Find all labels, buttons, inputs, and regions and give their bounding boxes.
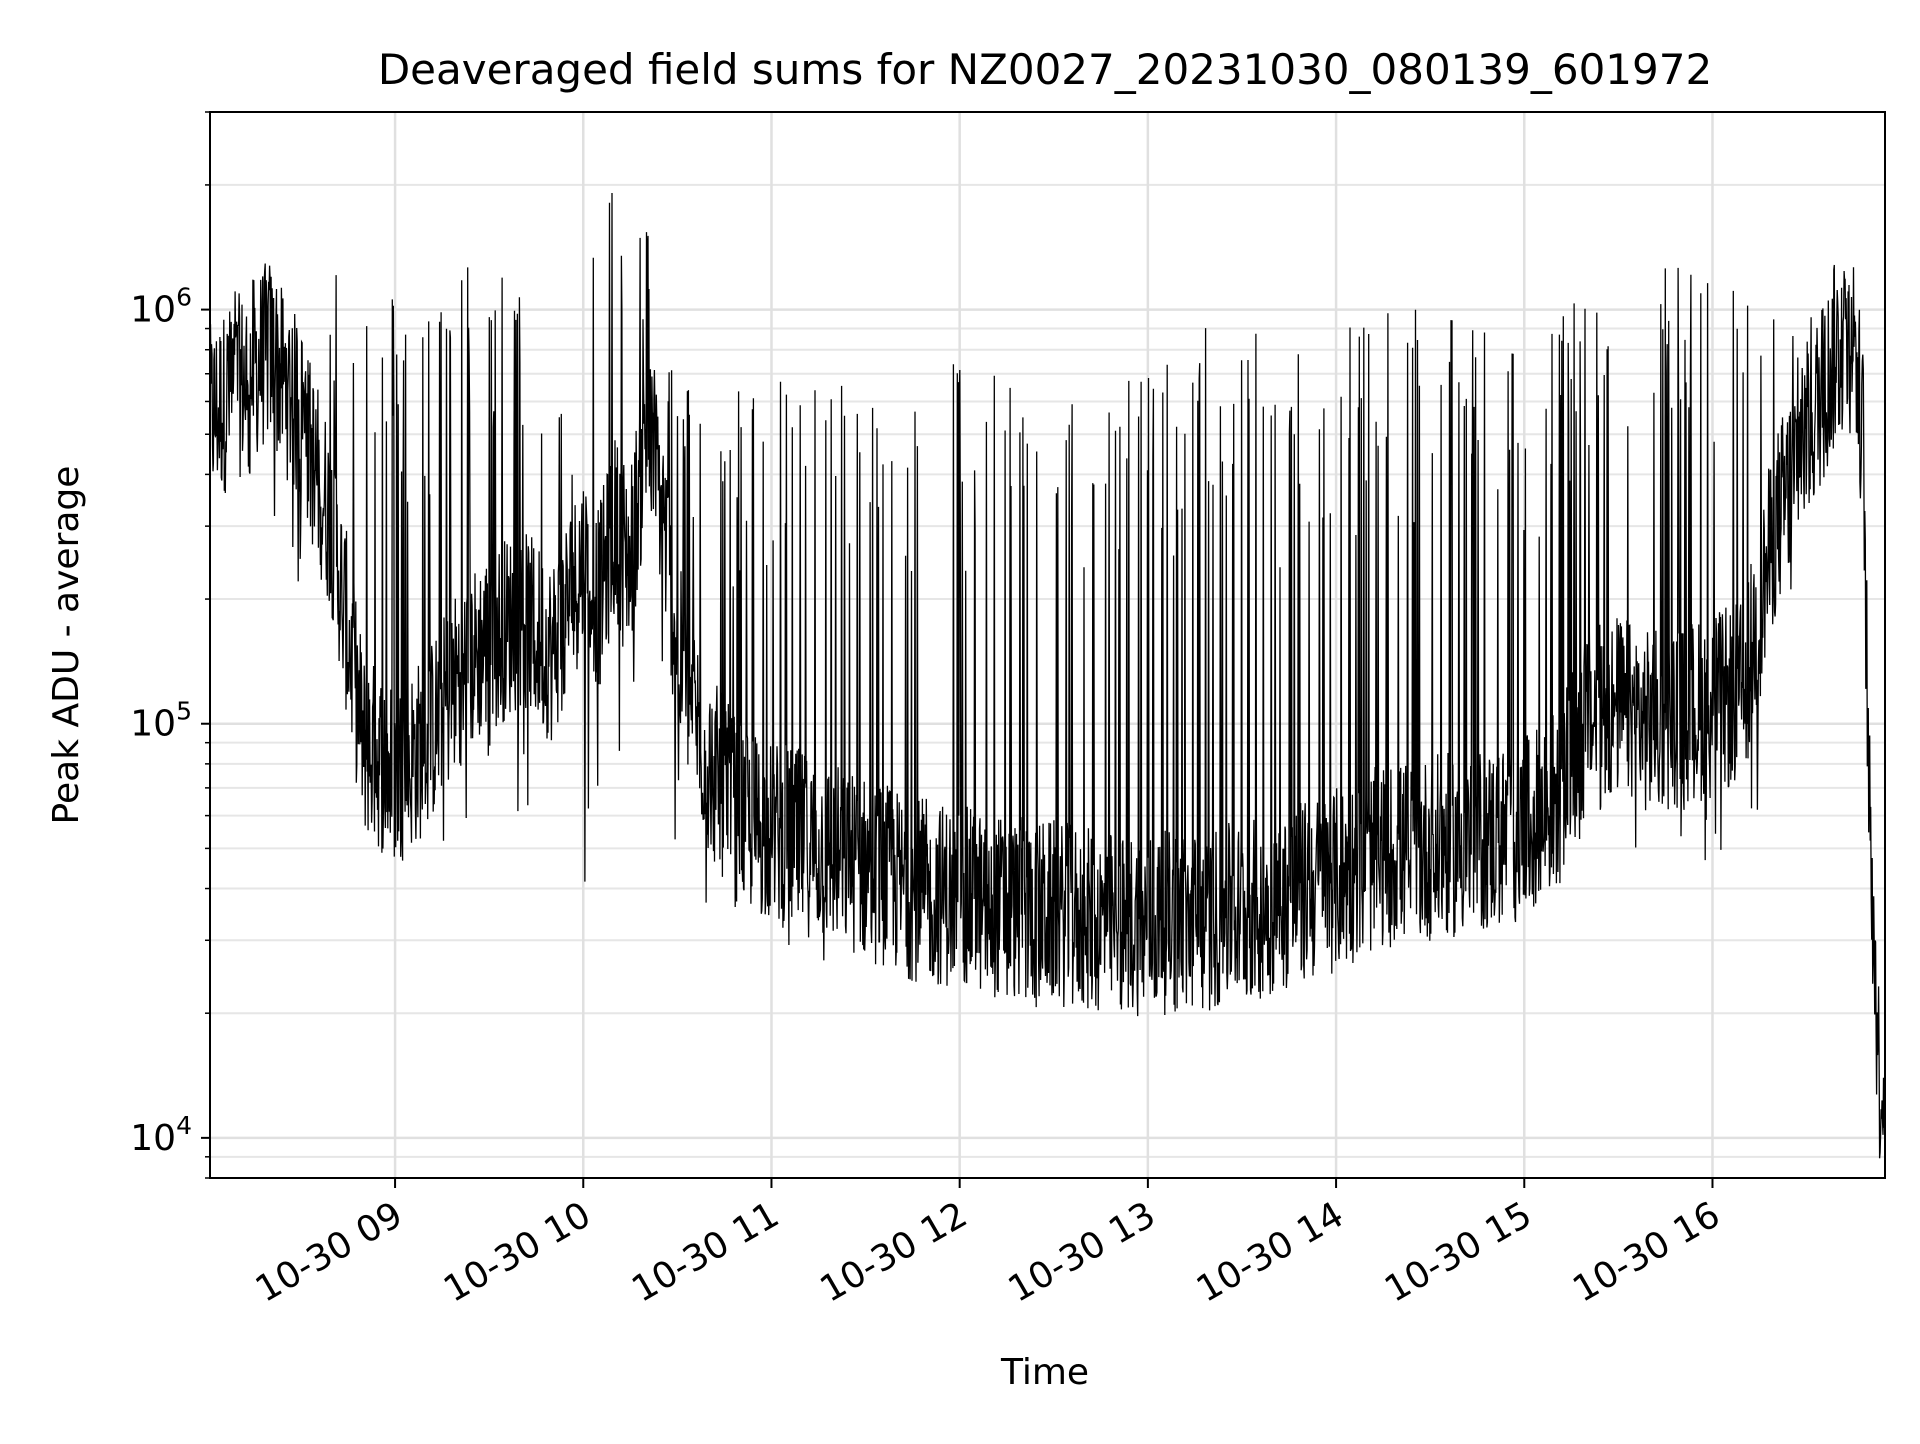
y-tick-label: 105 — [130, 697, 192, 745]
x-axis-label: Time — [1000, 1352, 1089, 1393]
chart-title: Deaveraged field sums for NZ0027_2023103… — [378, 45, 1712, 94]
series-line — [209, 192, 1886, 1175]
plot-frame — [209, 111, 1886, 1179]
y-axis-label: Peak ADU - average — [46, 466, 87, 825]
y-tick-label: 106 — [130, 283, 192, 331]
y-tick-label: 104 — [130, 1111, 192, 1159]
series-layer — [209, 192, 1886, 1175]
